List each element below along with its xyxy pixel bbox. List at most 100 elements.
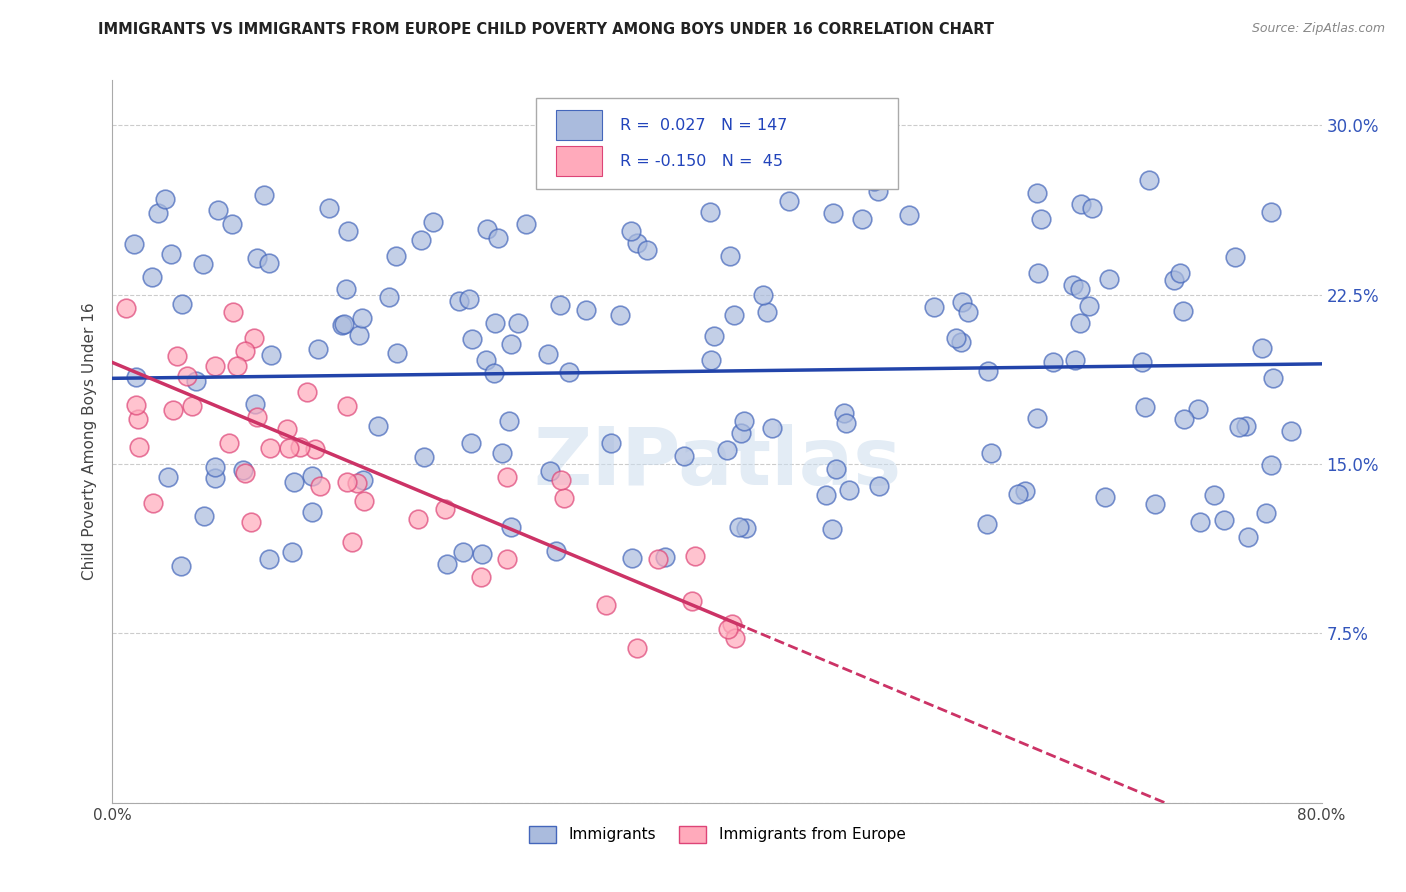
Point bbox=[957, 305, 980, 319]
Point bbox=[309, 479, 332, 493]
Point bbox=[1130, 354, 1153, 368]
Point bbox=[1237, 530, 1260, 544]
Point bbox=[333, 318, 356, 332]
Point bbox=[838, 483, 860, 497]
Bar bbox=[557, 110, 602, 140]
Point bbox=[835, 416, 858, 430]
Point bbox=[367, 418, 389, 433]
Point bbox=[949, 334, 972, 349]
Point bbox=[233, 467, 256, 481]
Point bbox=[347, 327, 370, 342]
Point bbox=[232, 463, 254, 477]
Point bbox=[558, 365, 581, 379]
Point bbox=[246, 251, 269, 265]
Point bbox=[204, 471, 226, 485]
Point bbox=[950, 295, 973, 310]
Text: R =  0.027   N = 147: R = 0.027 N = 147 bbox=[620, 118, 787, 133]
Point bbox=[700, 352, 723, 367]
Point bbox=[160, 247, 183, 261]
Point bbox=[434, 501, 457, 516]
Point bbox=[301, 505, 323, 519]
Point bbox=[546, 544, 568, 558]
Point bbox=[246, 410, 269, 425]
Point bbox=[1260, 458, 1282, 473]
Point bbox=[730, 425, 752, 440]
Point bbox=[436, 558, 458, 572]
Point bbox=[1254, 506, 1277, 520]
Point bbox=[1064, 352, 1087, 367]
Point bbox=[866, 184, 889, 198]
Point bbox=[1042, 355, 1064, 369]
Point bbox=[484, 316, 506, 330]
Point bbox=[506, 316, 529, 330]
Point bbox=[295, 384, 318, 399]
Point bbox=[1007, 487, 1029, 501]
Point bbox=[475, 353, 498, 368]
Point bbox=[537, 347, 560, 361]
Point bbox=[1225, 251, 1247, 265]
Point bbox=[422, 215, 444, 229]
Point bbox=[922, 300, 945, 314]
Point bbox=[1163, 273, 1185, 287]
Point bbox=[620, 224, 643, 238]
Point bbox=[304, 442, 326, 457]
Point bbox=[122, 237, 145, 252]
Point bbox=[825, 461, 848, 475]
Point bbox=[460, 435, 482, 450]
Point bbox=[184, 375, 207, 389]
Point bbox=[720, 617, 742, 632]
Point bbox=[1014, 484, 1036, 499]
Point bbox=[204, 460, 226, 475]
Point bbox=[515, 217, 537, 231]
Point bbox=[350, 310, 373, 325]
Point bbox=[222, 305, 245, 319]
Point bbox=[218, 436, 240, 450]
Point bbox=[378, 291, 401, 305]
Point bbox=[385, 249, 408, 263]
Point bbox=[180, 399, 202, 413]
Point bbox=[193, 509, 215, 524]
Point bbox=[176, 368, 198, 383]
Point bbox=[733, 414, 755, 428]
Point bbox=[756, 305, 779, 319]
Point bbox=[447, 293, 470, 308]
Point bbox=[243, 397, 266, 411]
Point bbox=[1263, 370, 1285, 384]
Point bbox=[157, 469, 180, 483]
Point bbox=[823, 206, 845, 220]
Point bbox=[548, 298, 571, 312]
Bar bbox=[557, 146, 602, 177]
Point bbox=[146, 206, 169, 220]
Point bbox=[945, 331, 967, 345]
Point bbox=[191, 257, 214, 271]
Point bbox=[1098, 272, 1121, 286]
Point bbox=[538, 464, 561, 478]
Point bbox=[352, 473, 374, 487]
Point bbox=[609, 308, 631, 322]
Point bbox=[863, 174, 886, 188]
Point bbox=[761, 421, 783, 435]
Point bbox=[699, 205, 721, 219]
Text: R = -0.150   N =  45: R = -0.150 N = 45 bbox=[620, 153, 783, 169]
Point bbox=[647, 552, 669, 566]
Point bbox=[406, 511, 429, 525]
Point bbox=[471, 547, 494, 561]
Point bbox=[336, 399, 359, 413]
Point bbox=[260, 348, 283, 362]
Point bbox=[162, 402, 184, 417]
Point bbox=[868, 479, 890, 493]
Point bbox=[458, 292, 481, 306]
Point bbox=[1062, 278, 1084, 293]
Point bbox=[125, 370, 148, 384]
Point bbox=[257, 256, 280, 270]
Point bbox=[501, 519, 523, 533]
Point bbox=[301, 469, 323, 483]
Point bbox=[673, 449, 696, 463]
Point bbox=[814, 488, 837, 502]
Point bbox=[636, 243, 658, 257]
Point bbox=[233, 344, 256, 359]
Text: Source: ZipAtlas.com: Source: ZipAtlas.com bbox=[1251, 22, 1385, 36]
Point bbox=[1078, 299, 1101, 313]
Point bbox=[281, 545, 304, 559]
Point bbox=[1187, 402, 1209, 417]
